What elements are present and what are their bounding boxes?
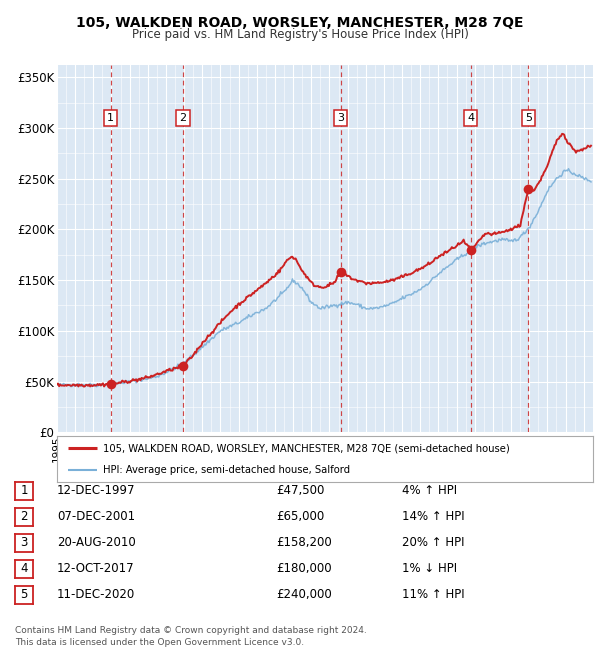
Text: £158,200: £158,200 <box>276 536 332 549</box>
Text: 12-OCT-2017: 12-OCT-2017 <box>57 562 134 575</box>
Text: 5: 5 <box>525 112 532 123</box>
Text: 4: 4 <box>20 562 28 575</box>
Text: 12-DEC-1997: 12-DEC-1997 <box>57 484 136 497</box>
Text: 4% ↑ HPI: 4% ↑ HPI <box>402 484 457 497</box>
Text: Price paid vs. HM Land Registry's House Price Index (HPI): Price paid vs. HM Land Registry's House … <box>131 28 469 41</box>
Text: 1: 1 <box>20 484 28 497</box>
Text: 2: 2 <box>20 510 28 523</box>
Text: 5: 5 <box>20 588 28 601</box>
Text: Contains HM Land Registry data © Crown copyright and database right 2024.
This d: Contains HM Land Registry data © Crown c… <box>15 626 367 647</box>
Text: £47,500: £47,500 <box>276 484 325 497</box>
Text: £65,000: £65,000 <box>276 510 324 523</box>
Text: 1% ↓ HPI: 1% ↓ HPI <box>402 562 457 575</box>
Text: 11-DEC-2020: 11-DEC-2020 <box>57 588 135 601</box>
Text: £180,000: £180,000 <box>276 562 332 575</box>
Text: 1: 1 <box>107 112 114 123</box>
Text: 14% ↑ HPI: 14% ↑ HPI <box>402 510 464 523</box>
Text: 3: 3 <box>20 536 28 549</box>
Text: 3: 3 <box>337 112 344 123</box>
Text: £240,000: £240,000 <box>276 588 332 601</box>
Text: 4: 4 <box>467 112 475 123</box>
Text: 20-AUG-2010: 20-AUG-2010 <box>57 536 136 549</box>
Text: 2: 2 <box>179 112 187 123</box>
Text: 105, WALKDEN ROAD, WORSLEY, MANCHESTER, M28 7QE: 105, WALKDEN ROAD, WORSLEY, MANCHESTER, … <box>76 16 524 31</box>
Text: 20% ↑ HPI: 20% ↑ HPI <box>402 536 464 549</box>
Text: 07-DEC-2001: 07-DEC-2001 <box>57 510 135 523</box>
Text: HPI: Average price, semi-detached house, Salford: HPI: Average price, semi-detached house,… <box>103 465 350 474</box>
Text: 11% ↑ HPI: 11% ↑ HPI <box>402 588 464 601</box>
Text: 105, WALKDEN ROAD, WORSLEY, MANCHESTER, M28 7QE (semi-detached house): 105, WALKDEN ROAD, WORSLEY, MANCHESTER, … <box>103 443 509 453</box>
